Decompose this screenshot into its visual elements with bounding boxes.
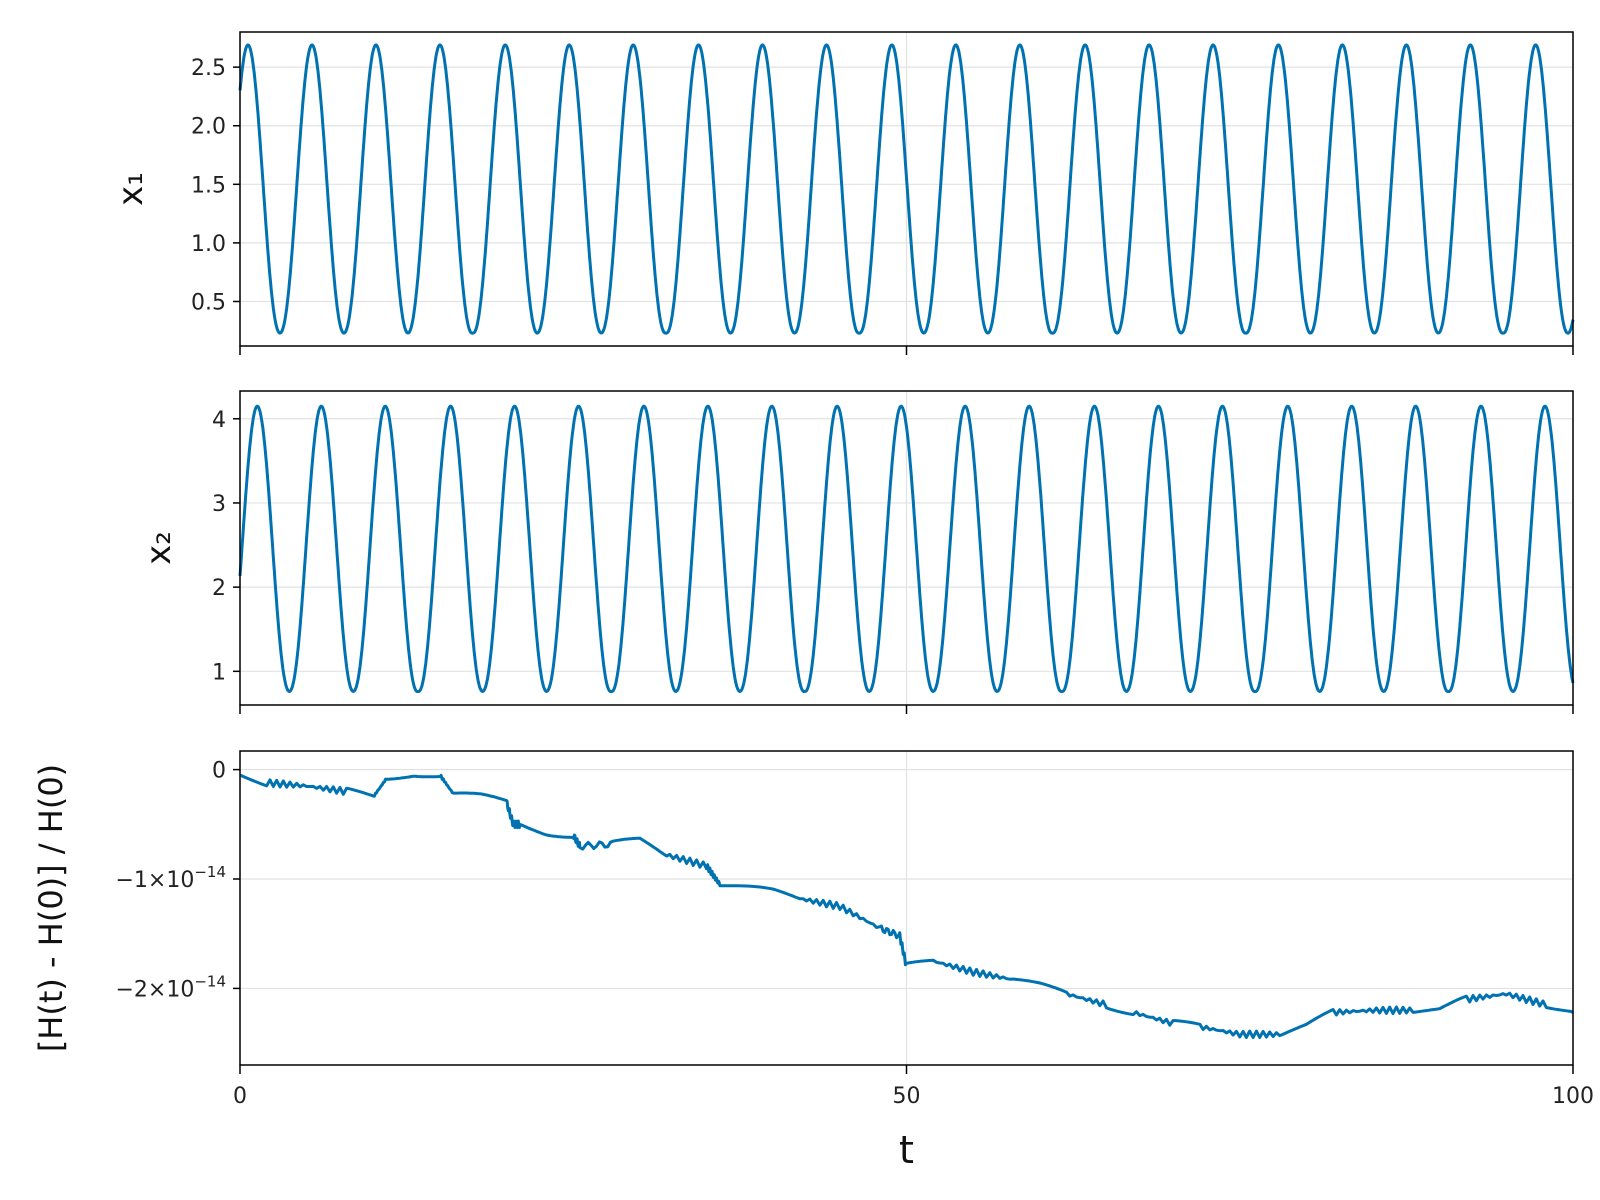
y-tick-label: 0 xyxy=(212,759,226,784)
y-tick-label: 1 xyxy=(212,660,226,685)
panel-2: 1 2 3 4 x₂ xyxy=(139,390,1575,714)
x-axis-label: t xyxy=(899,1128,914,1172)
y-tick-label: 2.5 xyxy=(191,56,226,81)
series-line-1 xyxy=(238,43,1575,335)
y-tick-label: 1.5 xyxy=(191,173,226,198)
y-tick-label: 2.0 xyxy=(191,115,226,140)
y-tick-label: 2 xyxy=(212,576,226,601)
y-tick-label: 3 xyxy=(212,492,226,517)
series-line-3 xyxy=(239,773,1574,1040)
x-tick-label: 50 xyxy=(893,1084,921,1109)
y-axis-label: x₁ xyxy=(111,172,151,206)
panel-1: 0.5 1.0 1.5 2.0 2.5 x₁ xyxy=(111,31,1575,355)
y-axis-label: x₂ xyxy=(139,531,179,565)
y-tick-label: 0.5 xyxy=(191,290,226,315)
y-tick-label: 1.0 xyxy=(191,232,226,257)
y-axis-label: [H(t) - H(0)] / H(0) xyxy=(32,764,70,1052)
series-line-2 xyxy=(238,404,1575,693)
y-tick-label: −1×10−14 xyxy=(115,863,226,893)
y-tick-label: −2×10−14 xyxy=(115,972,226,1002)
panel-3: 0 −1×10−14 −2×10−14 0 50 100 [H(t) - H(0)] / H… xyxy=(32,750,1594,1172)
x-tick-label: 100 xyxy=(1552,1084,1594,1109)
x-tick-label: 0 xyxy=(233,1084,247,1109)
y-tick-label: 4 xyxy=(212,408,226,433)
